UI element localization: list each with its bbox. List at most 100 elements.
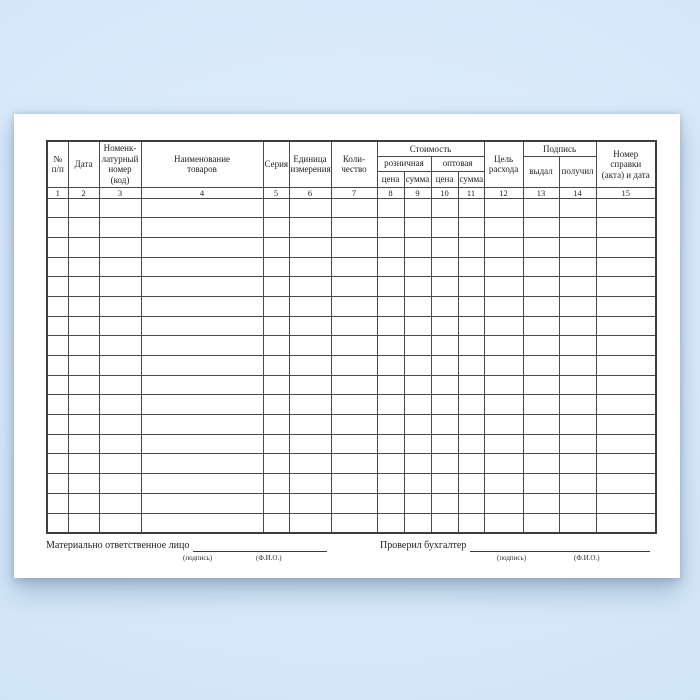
empty-cell [46, 433, 69, 455]
empty-cell [522, 433, 560, 455]
empty-cell [46, 335, 69, 356]
empty-cell [558, 256, 597, 278]
empty-cell [403, 492, 432, 514]
col-header-cost-group: Стоимость [376, 140, 485, 157]
empty-cell [98, 473, 142, 494]
table-row [46, 394, 657, 416]
empty-cell [98, 256, 142, 278]
empty-cell [330, 414, 378, 435]
empty-cell [262, 374, 290, 396]
empty-cell [376, 236, 405, 258]
empty-cell [140, 197, 264, 219]
empty-cell [558, 295, 597, 317]
column-number-cell: 14 [558, 186, 597, 199]
empty-cell [403, 217, 432, 238]
empty-cell [558, 236, 597, 258]
table-row [46, 512, 657, 534]
empty-cell [330, 236, 378, 258]
empty-cell [522, 217, 560, 238]
empty-cell [46, 197, 69, 219]
accountant-block: Проверил бухгалтер (подпись) (Ф.И.О.) [380, 539, 650, 562]
empty-cell [595, 236, 657, 258]
empty-cell [483, 473, 524, 494]
empty-cell [522, 335, 560, 356]
empty-cell [403, 394, 432, 416]
col-header-purpose: Цель расхода [483, 140, 524, 188]
empty-cell [140, 433, 264, 455]
empty-cell [376, 335, 405, 356]
empty-cell [483, 315, 524, 337]
empty-cell [140, 355, 264, 376]
signature-caption: (подпись) [497, 554, 527, 562]
empty-cell [595, 355, 657, 376]
footer-area: Материально ответственное лицо (подпись)… [14, 539, 680, 573]
empty-cell [403, 197, 432, 219]
empty-cell [98, 512, 142, 534]
empty-cell [457, 414, 485, 435]
empty-cell [330, 256, 378, 278]
col-header-retail-price: цена [376, 170, 405, 188]
empty-cell [430, 473, 459, 494]
empty-cell [403, 453, 432, 475]
empty-cell [376, 394, 405, 416]
empty-cell [558, 512, 597, 534]
empty-cell [403, 512, 432, 534]
empty-cell [67, 236, 100, 258]
empty-cell [262, 276, 290, 297]
empty-cell [376, 433, 405, 455]
empty-cell [483, 453, 524, 475]
empty-cell [376, 197, 405, 219]
inventory-form-table: № п/п Дата Номенк- латурный номер (код) … [46, 140, 658, 534]
empty-cell [522, 276, 560, 297]
empty-cell [430, 217, 459, 238]
empty-cell [595, 473, 657, 494]
table-row [46, 197, 657, 219]
empty-cell [483, 394, 524, 416]
empty-cell [67, 512, 100, 534]
empty-cell [522, 355, 560, 376]
empty-cell [288, 355, 332, 376]
empty-cell [376, 492, 405, 514]
empty-cell [483, 414, 524, 435]
empty-cell [98, 276, 142, 297]
empty-cell [457, 295, 485, 317]
empty-cell [595, 453, 657, 475]
table-row [46, 374, 657, 396]
empty-cell [330, 315, 378, 337]
column-number-cell: 4 [140, 186, 264, 199]
empty-cell [46, 236, 69, 258]
empty-cell [457, 512, 485, 534]
empty-cell [46, 315, 69, 337]
empty-cell [430, 355, 459, 376]
col-header-retail: розничная [376, 155, 432, 172]
empty-cell [288, 492, 332, 514]
empty-cell [288, 236, 332, 258]
empty-cell [522, 414, 560, 435]
empty-cell [595, 433, 657, 455]
empty-cell [522, 315, 560, 337]
empty-cell [67, 315, 100, 337]
column-number-cell: 5 [262, 186, 290, 199]
empty-cell [457, 355, 485, 376]
empty-cell [330, 295, 378, 317]
empty-cell [403, 355, 432, 376]
empty-cell [46, 355, 69, 376]
empty-cell [522, 256, 560, 278]
empty-cell [558, 197, 597, 219]
empty-cell [483, 492, 524, 514]
empty-cell [457, 374, 485, 396]
empty-cell [67, 295, 100, 317]
column-number-cell: 15 [595, 186, 657, 199]
empty-cell [457, 276, 485, 297]
empty-cell [483, 256, 524, 278]
empty-cell [483, 276, 524, 297]
empty-cell [595, 492, 657, 514]
empty-cell [558, 414, 597, 435]
empty-cell [522, 295, 560, 317]
col-header-issued: выдал [522, 155, 560, 188]
empty-cell [140, 256, 264, 278]
col-header-signature-group: Подпись [522, 140, 597, 157]
col-header-wholesale: оптовая [430, 155, 485, 172]
empty-cell [457, 315, 485, 337]
